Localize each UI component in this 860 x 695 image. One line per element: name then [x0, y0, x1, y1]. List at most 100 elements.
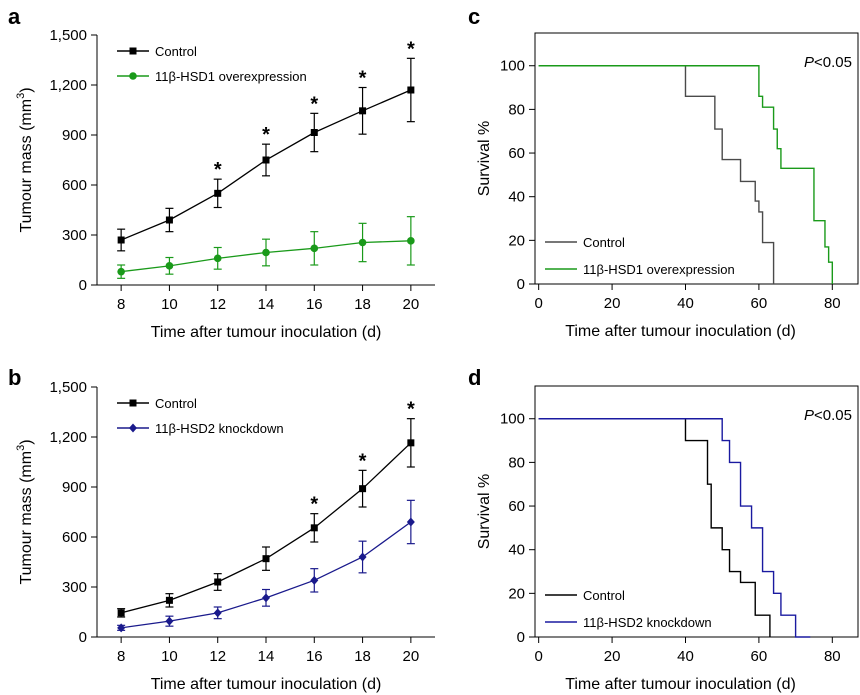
data-point [407, 237, 415, 245]
legend-label: Control [583, 235, 625, 250]
legend-marker [129, 399, 137, 407]
data-point [359, 485, 367, 493]
x-tick-label: 10 [161, 648, 178, 665]
series-line [120, 442, 412, 614]
data-point [214, 578, 222, 586]
y-tick-label: 1,500 [49, 379, 87, 396]
x-tick-label: 20 [604, 648, 621, 665]
panel-letter-a: a [8, 4, 21, 29]
significance-star: * [407, 38, 415, 60]
y-tick-label: 0 [517, 276, 525, 293]
x-tick-label: 18 [354, 648, 371, 665]
data-point [117, 267, 125, 276]
chart-panel-b: 0 300 600 900 1,200 1,500 8 10 12 14 16 18 20 Time af… [15, 379, 435, 693]
data-point [117, 623, 126, 633]
y-tick-label: 600 [62, 529, 87, 546]
plot-frame [534, 385, 859, 638]
legend-label: 11β-HSD1 overexpression [155, 69, 307, 84]
y-tick-label: 900 [62, 127, 87, 144]
x-tick-label: 16 [306, 296, 323, 313]
plot-frame [534, 32, 859, 285]
x-tick-label: 40 [677, 648, 694, 665]
p-value-annotation: P<0.05 [804, 54, 852, 71]
y-tick-label: 20 [508, 232, 525, 249]
p-value-annotation: P<0.05 [804, 407, 852, 424]
data-point [310, 129, 318, 136]
y-tick-label: 100 [500, 411, 525, 428]
data-point [262, 555, 270, 563]
x-tick-label: 20 [403, 648, 420, 665]
x-tick-label: 10 [161, 296, 178, 313]
y-tick-label: 0 [79, 277, 87, 294]
legend-label: Control [155, 44, 197, 59]
x-tick-label: 60 [751, 648, 768, 665]
legend-marker [129, 47, 137, 55]
x-axis-title: Time after tumour inoculation (d) [151, 324, 382, 341]
data-point [262, 156, 270, 164]
y-tick-label: 60 [508, 498, 525, 515]
panel-letter-b: b [8, 365, 21, 390]
panel-letter-d: d [468, 365, 481, 390]
legend-marker [129, 72, 137, 80]
legend-label: Control [583, 588, 625, 603]
x-tick-label: 20 [403, 296, 420, 313]
data-point [165, 596, 173, 604]
data-point [117, 236, 125, 244]
series-line [121, 521, 412, 629]
series-treatment [538, 65, 834, 284]
data-point [213, 254, 222, 263]
x-axis-title: Time after tumour inoculation (d) [565, 323, 796, 340]
data-point [358, 238, 367, 247]
data-point [213, 608, 222, 618]
y-axis-title: Survival % [476, 121, 493, 197]
data-point [310, 244, 319, 253]
chart-panel-a: 0 300 600 900 1,200 1,500 8 10 12 14 16 18 20 Time af… [15, 27, 435, 341]
y-tick-label: 40 [508, 542, 525, 559]
significance-star: * [310, 494, 318, 516]
legend: Control 11β-HSD2 knockdown [117, 396, 284, 436]
significance-star: * [359, 68, 367, 90]
x-tick-label: 8 [117, 296, 125, 313]
series-control [117, 57, 415, 252]
survival-step-line [538, 65, 834, 284]
series-control [538, 418, 771, 637]
survival-step-line [538, 418, 811, 638]
legend: Control 11β-HSD2 knockdown [545, 588, 712, 630]
survival-step-line [538, 418, 771, 637]
data-point [358, 552, 367, 562]
x-tick-label: 40 [677, 295, 694, 312]
data-point [165, 616, 174, 626]
x-tick-label: 16 [306, 648, 323, 665]
y-tick-label: 80 [508, 454, 525, 471]
x-tick-label: 0 [534, 295, 542, 312]
data-point [262, 593, 270, 603]
data-point [165, 262, 174, 270]
x-tick-label: 60 [751, 295, 768, 312]
series-treatment [117, 216, 415, 279]
x-tick-label: 14 [258, 648, 275, 665]
data-point [407, 439, 415, 447]
legend-label: Control [155, 396, 197, 411]
y-tick-label: 1,200 [49, 429, 87, 446]
y-axis-title: Survival % [476, 474, 493, 550]
legend-marker [129, 423, 137, 433]
data-point [214, 189, 222, 197]
x-tick-label: 12 [209, 296, 226, 313]
y-axis-title: Tumour mass (mm3) [15, 87, 35, 232]
y-tick-label: 1,200 [49, 77, 87, 94]
y-tick-label: 20 [508, 585, 525, 602]
x-tick-label: 14 [258, 296, 275, 313]
legend-label: 11β-HSD2 knockdown [583, 615, 712, 630]
data-point [117, 609, 125, 617]
series-control [117, 418, 415, 618]
panel-letter-c: c [468, 4, 480, 29]
survival-step-line [538, 65, 775, 284]
legend: Control 11β-HSD1 overexpression [117, 44, 307, 84]
significance-star: * [359, 450, 367, 472]
legend: Control 11β-HSD1 overexpression [545, 235, 735, 277]
chart-panel-d: 0 20 40 60 80 100 0 20 40 60 80 Time after tumour i… [476, 385, 859, 693]
significance-star: * [262, 124, 270, 146]
x-axis-title: Time after tumour inoculation (d) [565, 676, 796, 693]
x-axis-title: Time after tumour inoculation (d) [151, 676, 382, 693]
